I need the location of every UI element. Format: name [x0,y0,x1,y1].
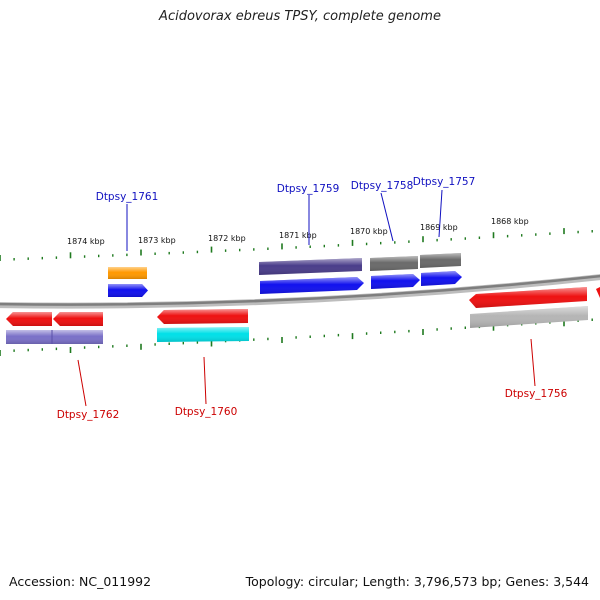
gene-arrow-gloss [53,312,103,326]
kbp-label-1870: 1870 kbp [350,227,388,236]
gene-arrow-partial-edge[interactable] [596,287,600,298]
gene-label-dtpsy-1756[interactable]: Dtpsy_1756 [505,388,568,400]
gene-arrow-gloss [260,277,364,294]
kbp-label-1868: 1868 kbp [491,217,529,226]
callout-line-1762 [77,359,87,407]
gene-block-lightgray-gloss [470,306,588,328]
gene-arrow-gloss [371,274,420,289]
gene-dtpsy-1759-annotation[interactable] [259,258,364,294]
callout-line-1760 [203,356,207,405]
gene-label-dtpsy-1759[interactable]: Dtpsy_1759 [277,183,340,195]
gene-label-dtpsy-1762[interactable]: Dtpsy_1762 [57,409,120,421]
kbp-label-1872: 1872 kbp [208,234,246,243]
gene-labels: Dtpsy_1761 Dtpsy_1759 Dtpsy_1758 Dtpsy_1… [57,176,568,421]
gene-block-purple-gloss [6,330,103,344]
gene-arrow-gloss [6,312,52,326]
gene-arrow-gloss [421,271,462,286]
gene-label-dtpsy-1758[interactable]: Dtpsy_1758 [351,180,414,192]
callout-line-1758 [380,192,394,242]
kbp-label-1871: 1871 kbp [279,231,317,240]
gene-dtpsy-1762-annotation[interactable] [6,312,103,344]
gene-block-navy-gloss [259,258,362,275]
kbp-scale: 1874 kbp 1873 kbp 1872 kbp 1871 kbp 1870… [67,217,529,246]
kbp-label-1869: 1869 kbp [420,223,458,232]
callout-line-1757 [438,189,443,238]
gene-dtpsy-1757-annotation[interactable] [420,253,462,286]
gene-block-gray-gloss [420,253,461,268]
gene-block-orange-gloss [108,267,147,279]
callout-lines [77,189,536,407]
callout-line-1756 [530,338,536,387]
kbp-label-1874: 1874 kbp [67,237,105,246]
map-title: Acidovorax ebreus TPSY, complete genome [159,9,441,24]
genome-summary-text: Topology: circular; Length: 3,796,573 bp… [245,574,589,589]
gene-dtpsy-1761-annotation[interactable] [108,267,148,297]
genome-backbone-line [0,274,600,306]
gene-label-dtpsy-1761[interactable]: Dtpsy_1761 [96,191,159,203]
gene-block-cyan-gloss [157,327,249,342]
gene-arrow-gloss [157,309,248,324]
gene-arrow-gloss [108,284,148,297]
outer-tick-row [0,228,593,261]
gene-label-dtpsy-1760[interactable]: Dtpsy_1760 [175,406,238,418]
gene-arrow-gloss [469,287,587,308]
accession-text: Accession: NC_011992 [9,574,152,589]
gene-dtpsy-1758-annotation[interactable] [370,256,420,289]
gene-label-dtpsy-1757[interactable]: Dtpsy_1757 [413,176,476,188]
gene-dtpsy-1760-annotation[interactable] [157,309,249,342]
gene-dtpsy-1756-annotation[interactable] [469,287,588,328]
gene-block-gray-gloss [370,256,418,271]
kbp-label-1873: 1873 kbp [138,236,176,245]
